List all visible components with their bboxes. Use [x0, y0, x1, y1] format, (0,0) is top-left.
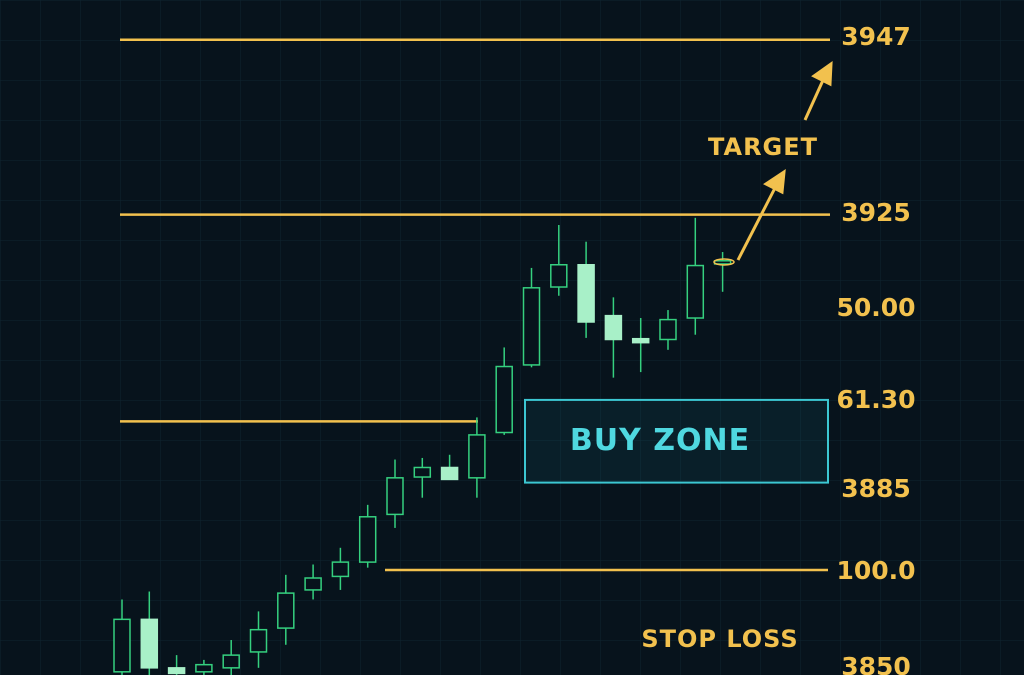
level-label: 3885 [841, 474, 911, 503]
level-label: 50.00 [836, 293, 915, 322]
candle-body [249, 628, 268, 653]
candle-body [522, 287, 541, 366]
marker [713, 258, 735, 266]
candle-body [577, 264, 595, 323]
candle-body [222, 654, 240, 669]
candle-body [440, 466, 459, 481]
target-label: TARGET [708, 133, 818, 161]
candle-body [277, 592, 295, 629]
buy-zone-label: BUY ZONE [570, 423, 750, 458]
level-label: 3947 [841, 22, 911, 51]
candle-body [686, 264, 705, 319]
candle-body [386, 477, 404, 516]
candle-body [468, 434, 486, 479]
candle-body [659, 318, 677, 341]
level-label: 61.30 [836, 385, 915, 414]
level-label: 3925 [841, 198, 911, 227]
candle-body [550, 264, 568, 288]
candle-body [413, 466, 432, 478]
level-label: 100.0 [836, 556, 915, 585]
candle-body [331, 561, 350, 578]
candle-body [631, 337, 650, 344]
candle-body [304, 577, 322, 591]
buy-zone [524, 398, 829, 484]
level-label: 3850 [841, 652, 911, 675]
stop-loss-label: STOP LOSS [641, 625, 798, 653]
candle-body [358, 516, 377, 563]
candle-body [167, 667, 186, 675]
candle-body [195, 663, 213, 673]
candle-body [113, 618, 131, 673]
candle-body [604, 314, 623, 341]
candle-body [140, 618, 159, 669]
candle-body [495, 365, 513, 434]
target-arrows [736, 60, 833, 261]
